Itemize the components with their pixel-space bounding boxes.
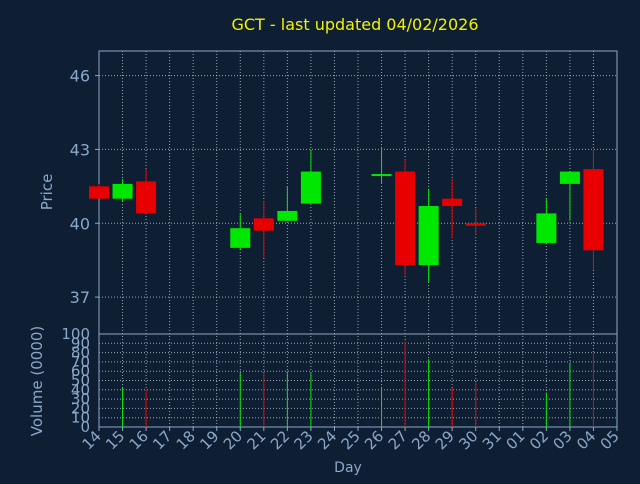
candle-body <box>465 223 486 226</box>
candle-body <box>559 171 580 184</box>
x-tick-label: 03 <box>550 427 576 453</box>
x-tick-label: 17 <box>149 427 175 453</box>
price-tick-label: 37 <box>70 288 90 307</box>
x-tick-label: 19 <box>196 427 222 453</box>
volume-tick-label: 70 <box>71 353 90 371</box>
x-tick-label: 05 <box>597 427 623 453</box>
candle-body <box>583 169 604 251</box>
x-tick-label: 04 <box>573 427 599 453</box>
x-tick-label: 27 <box>385 427 411 453</box>
x-tick-label: 25 <box>338 427 364 453</box>
x-tick-label: 26 <box>361 427 387 453</box>
candle-body <box>112 183 133 199</box>
candle-body <box>371 174 392 177</box>
price-tick-label: 43 <box>70 140 90 159</box>
volume-tick-label: 40 <box>71 381 90 399</box>
day-axis-label: Day <box>334 460 362 476</box>
candle-body <box>300 171 321 204</box>
volume-tick-label: 90 <box>71 334 90 352</box>
x-tick-label: 23 <box>291 427 317 453</box>
volume-tick-label: 0 <box>80 418 90 436</box>
x-tick-label: 24 <box>314 427 340 453</box>
price-axis-label: Price <box>38 174 56 211</box>
x-tick-label: 20 <box>220 427 246 453</box>
candle-body <box>395 171 416 266</box>
volume-tick-label: 100 <box>61 325 90 343</box>
candle-body <box>136 181 157 214</box>
candle-body <box>230 228 251 248</box>
x-tick-label: 30 <box>455 427 481 453</box>
volume-tick-label: 60 <box>71 362 90 380</box>
volume-axis-label: Volume (0000) <box>28 326 46 436</box>
x-tick-label: 29 <box>432 427 458 453</box>
volume-tick-label: 80 <box>71 344 90 362</box>
x-tick-label: 28 <box>408 427 434 453</box>
candle-body <box>442 198 463 207</box>
volume-tick-label: 50 <box>71 372 90 390</box>
price-tick-label: 40 <box>70 214 90 233</box>
volume-tick-label: 10 <box>71 409 90 427</box>
price-tick-label: 46 <box>70 67 90 86</box>
x-tick-label: 01 <box>502 427 528 453</box>
x-tick-label: 02 <box>526 427 552 453</box>
x-tick-label: 31 <box>479 427 505 453</box>
candle-body <box>536 213 557 243</box>
x-tick-label: 15 <box>102 427 128 453</box>
candle-body <box>277 210 298 221</box>
x-tick-label: 21 <box>243 427 269 453</box>
x-tick-label: 16 <box>126 427 152 453</box>
x-tick-label: 18 <box>173 427 199 453</box>
candle-body <box>418 206 439 266</box>
chart-title: GCT - last updated 04/02/2026 <box>231 15 478 34</box>
volume-tick-label: 30 <box>71 390 90 408</box>
volume-tick-label: 20 <box>71 399 90 417</box>
x-tick-label: 22 <box>267 427 293 453</box>
candle-body <box>253 218 274 231</box>
candle-body <box>89 186 109 199</box>
